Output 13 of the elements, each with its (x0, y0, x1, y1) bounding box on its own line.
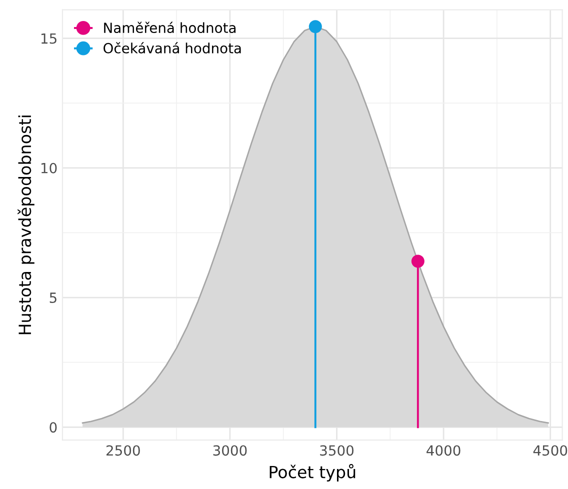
x-tick-label: 3500 (320, 445, 354, 456)
x-axis-title: Počet typů (270, 464, 356, 482)
y-tick-label: 0 (50, 422, 57, 433)
y-tick-label: 5 (50, 292, 56, 303)
y-tick-label: 15 (41, 33, 56, 44)
x-tick-label: 4000 (426, 445, 460, 456)
x-tick-label: 2500 (106, 445, 140, 456)
y-tick-label: 10 (41, 162, 57, 174)
x-tick-label: 3000 (213, 445, 247, 456)
y-axis-title: Hustota pravděpodobnosti (18, 116, 34, 334)
legend-label: Očekávaná hodnota (104, 42, 241, 54)
x-tick-label: 4500 (533, 445, 568, 456)
legend-label: Naměřená hodnota (104, 22, 236, 34)
